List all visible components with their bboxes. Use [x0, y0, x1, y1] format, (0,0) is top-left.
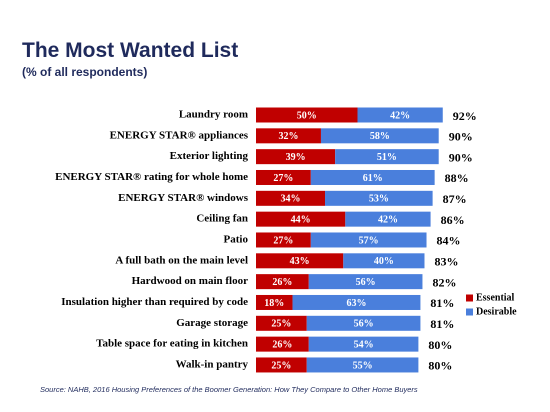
bar-segment: [306, 315, 421, 331]
source-note: Source: NAHB, 2016 Housing Preferences o…: [40, 385, 418, 394]
category-label: Hardwood on main floor: [132, 275, 249, 287]
value-label: 26%: [272, 277, 292, 288]
value-label: 32%: [278, 131, 298, 142]
bar-segment: [256, 232, 311, 248]
legend-label: Essential: [476, 292, 515, 303]
total-label: 83%: [434, 255, 458, 269]
value-label: 39%: [286, 152, 306, 163]
bar-segment: [256, 274, 309, 290]
bar-segment: [256, 357, 307, 373]
category-label: Patio: [224, 234, 249, 246]
category-label: Walk-in pantry: [176, 358, 249, 370]
legend-swatch: [466, 294, 473, 302]
value-label: 63%: [346, 298, 366, 309]
value-label: 43%: [290, 256, 310, 267]
total-label: 81%: [430, 296, 454, 310]
value-label: 57%: [359, 235, 379, 246]
total-label: 88%: [445, 171, 469, 185]
category-label: ENERGY STAR® appliances: [110, 129, 249, 141]
bar-segment: [256, 107, 358, 123]
total-label: 82%: [432, 275, 456, 289]
bar-segment: [256, 128, 321, 144]
legend-label: Desirable: [476, 306, 517, 317]
value-label: 18%: [264, 298, 284, 309]
total-label: 87%: [443, 192, 467, 206]
value-label: 55%: [353, 360, 373, 371]
bar-segment: [256, 149, 336, 165]
value-label: 56%: [356, 277, 376, 288]
bar-segment: [256, 190, 326, 206]
value-label: 25%: [271, 319, 291, 330]
value-label: 53%: [369, 194, 389, 205]
bar-segment: [310, 232, 427, 248]
value-label: 42%: [378, 214, 398, 225]
value-label: 27%: [273, 235, 293, 246]
bar-segment: [256, 253, 344, 269]
value-label: 26%: [272, 339, 292, 350]
total-label: 90%: [449, 130, 473, 144]
total-label: 86%: [441, 213, 465, 227]
bar-segment: [306, 357, 419, 373]
value-label: 34%: [281, 194, 301, 205]
total-label: 90%: [449, 150, 473, 164]
value-label: 51%: [377, 152, 397, 163]
category-label: Ceiling fan: [196, 213, 248, 225]
category-label: ENERGY STAR® rating for whole home: [55, 171, 248, 183]
value-label: 42%: [390, 110, 410, 121]
bar-segment: [310, 169, 435, 185]
category-label: A full bath on the main level: [115, 254, 248, 266]
value-label: 54%: [354, 339, 374, 350]
value-label: 25%: [271, 360, 291, 371]
bar-segment: [325, 190, 433, 206]
bar-segment: [256, 294, 293, 310]
bar-segment: [256, 315, 307, 331]
category-label: Laundry room: [179, 109, 248, 121]
total-label: 81%: [430, 317, 454, 331]
total-label: 80%: [428, 338, 452, 352]
value-label: 44%: [291, 214, 311, 225]
total-label: 84%: [437, 234, 461, 248]
bar-segment: [256, 169, 311, 185]
value-label: 58%: [370, 131, 390, 142]
bar-segment: [357, 107, 443, 123]
category-label: ENERGY STAR® windows: [118, 192, 249, 204]
category-label: Garage storage: [176, 317, 248, 329]
category-label: Table space for eating in kitchen: [96, 338, 248, 350]
bar-segment: [308, 274, 423, 290]
value-label: 56%: [354, 319, 374, 330]
bar-segment: [256, 211, 346, 227]
bar-segment: [343, 253, 425, 269]
category-label: Insulation higher than required by code: [61, 296, 248, 308]
value-label: 27%: [273, 173, 293, 184]
bar-segment: [345, 211, 431, 227]
bar-segment: [308, 336, 419, 352]
value-label: 61%: [363, 173, 383, 184]
value-label: 40%: [374, 256, 394, 267]
chart-subtitle: (% of all respondents): [22, 65, 147, 79]
legend-swatch: [466, 308, 473, 316]
category-label: Exterior lighting: [170, 150, 249, 162]
total-label: 92%: [453, 109, 477, 123]
bar-segment: [256, 336, 309, 352]
value-label: 50%: [297, 110, 317, 121]
bar-segment: [292, 294, 421, 310]
bar-segment: [320, 128, 439, 144]
total-label: 80%: [428, 359, 452, 373]
bar-segment: [335, 149, 439, 165]
chart-title: The Most Wanted List: [22, 39, 238, 62]
